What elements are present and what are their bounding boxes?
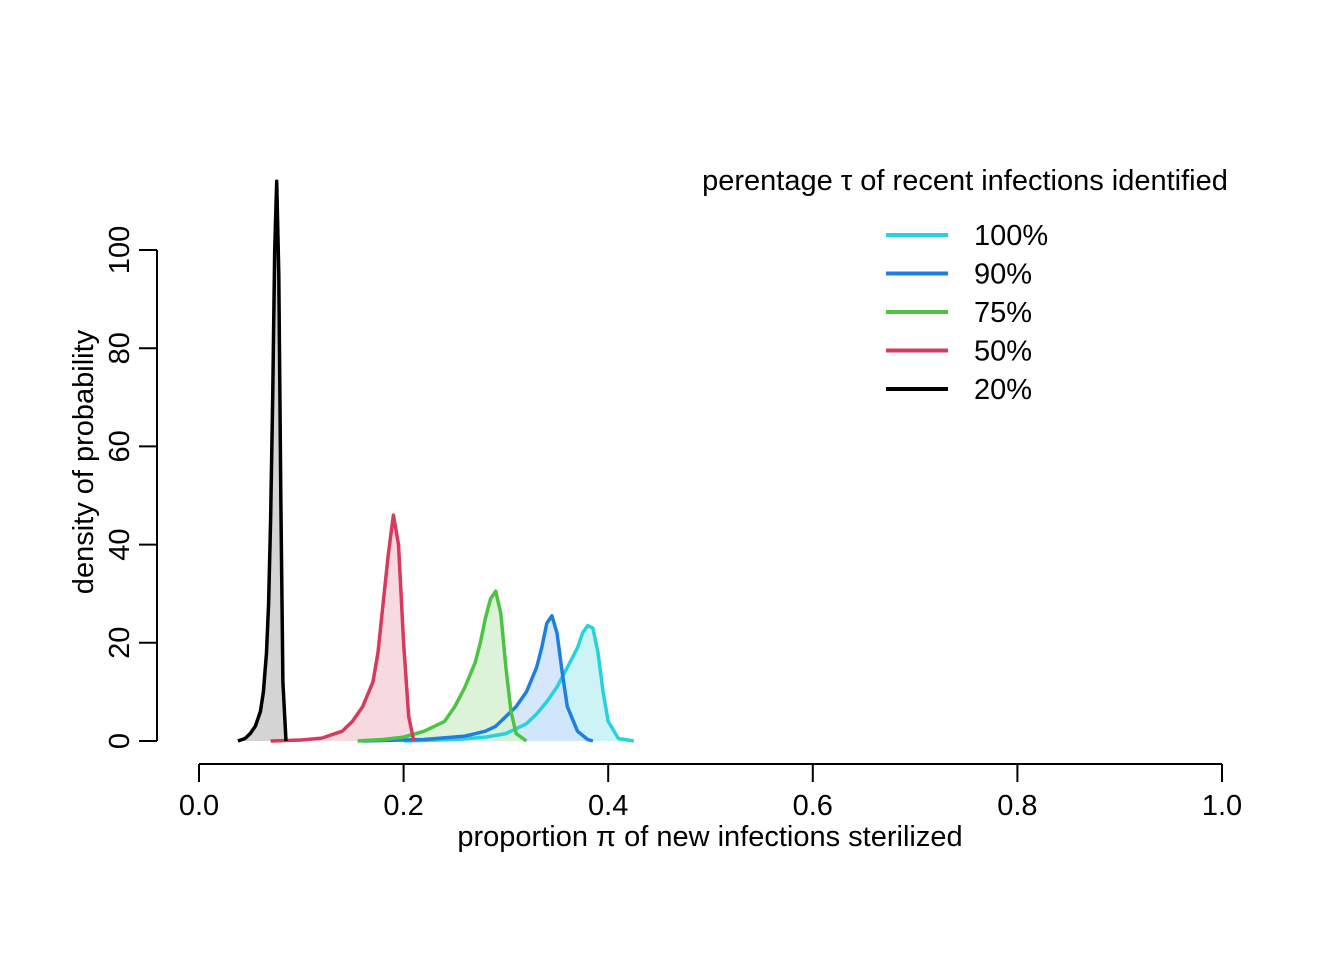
- x-axis-label: proportion π of new infections sterilize…: [457, 821, 962, 853]
- y-axis-label: density of probability: [68, 329, 100, 594]
- x-tick-label: 0.2: [383, 790, 423, 822]
- legend-label-100%: 100%: [974, 220, 1048, 252]
- legend: perentage τ of recent infections identif…: [702, 165, 1228, 406]
- legend-label-90%: 90%: [974, 259, 1032, 291]
- legend-label-50%: 50%: [974, 336, 1032, 368]
- density-line-100%: [403, 623, 635, 743]
- y-tick-label: 40: [104, 528, 136, 560]
- legend-label-20%: 20%: [974, 374, 1032, 406]
- density-line-50%: [270, 513, 416, 743]
- y-tick-label: 80: [104, 332, 136, 364]
- density-fill-50%: [270, 515, 414, 741]
- y-tick-label: 20: [104, 627, 136, 659]
- density-fill-100%: [403, 625, 634, 741]
- x-tick-label: 1.0: [1202, 790, 1242, 822]
- y-axis: 0 20 40 60 80 100: [104, 226, 158, 749]
- legend-title: perentage τ of recent infections identif…: [702, 165, 1228, 197]
- y-tick-label: 60: [104, 430, 136, 462]
- x-tick-label: 0.0: [179, 790, 219, 822]
- legend-label-75%: 75%: [974, 297, 1032, 329]
- density-line-20%: [237, 179, 288, 743]
- density-fill-90%: [362, 615, 593, 741]
- density-lines: [237, 179, 635, 743]
- y-tick-label: 0: [104, 733, 136, 749]
- x-tick-label: 0.4: [588, 790, 628, 822]
- density-line-75%: [357, 589, 528, 743]
- x-tick-label: 0.6: [793, 790, 833, 822]
- x-axis: 0.0 0.2 0.4 0.6 0.8 1.0: [179, 763, 1242, 822]
- x-tick-label: 0.8: [997, 790, 1037, 822]
- y-tick-label: 100: [104, 226, 136, 274]
- density-line-90%: [362, 614, 594, 743]
